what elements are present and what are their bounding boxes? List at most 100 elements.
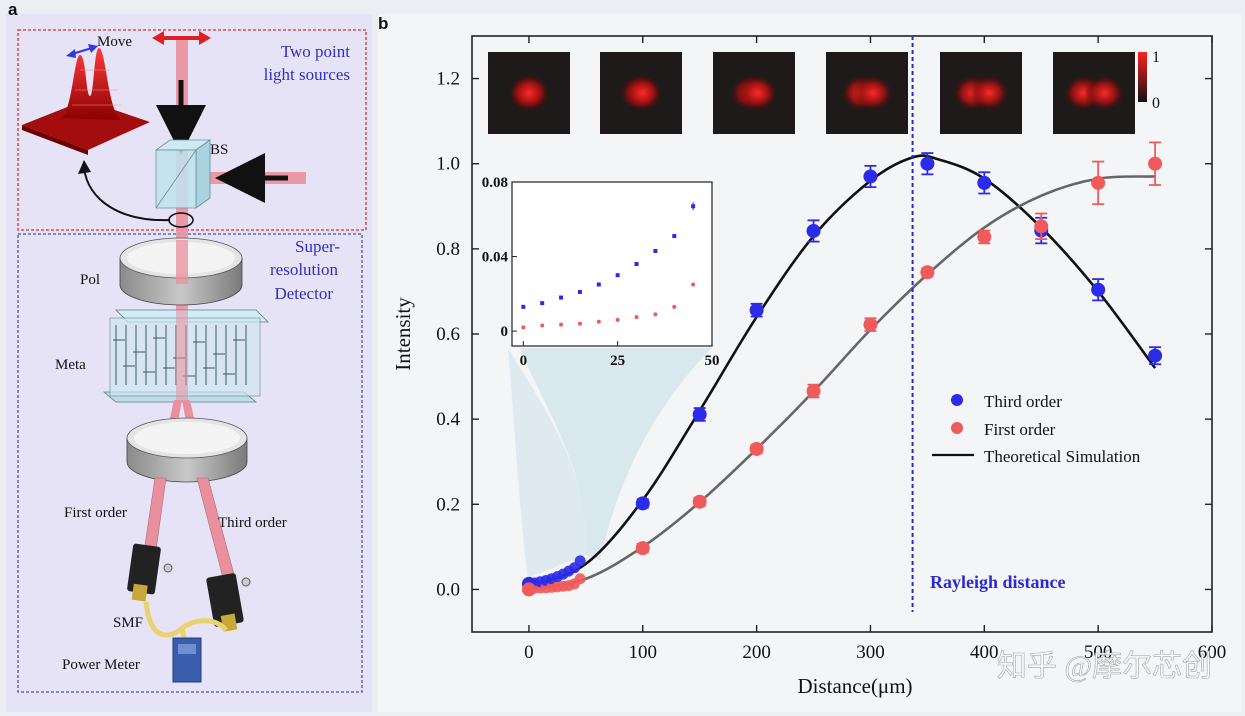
y-tick-label: 0.8 xyxy=(436,239,460,260)
first-order-point-near xyxy=(574,573,586,585)
x-tick-label: 400 xyxy=(970,642,999,663)
legend: Third order First order Theoretical Simu… xyxy=(932,392,1141,466)
legend-first-label: First order xyxy=(984,420,1056,439)
third-order-point xyxy=(635,496,650,511)
detector-label-1: Super- xyxy=(295,237,340,256)
inset-third-point xyxy=(672,234,677,239)
inset-y-tick-label: 0.08 xyxy=(482,175,508,191)
legend-first-marker xyxy=(951,422,963,434)
psf-thumbnail xyxy=(488,52,570,134)
inset-x-tick-label: 25 xyxy=(610,353,625,369)
inset-first-point xyxy=(521,325,526,330)
psf-spot xyxy=(1084,75,1125,111)
third-order-point xyxy=(1148,348,1163,363)
inset-third-point xyxy=(577,289,582,294)
legend-third-label: Third order xyxy=(984,392,1062,411)
colorbar-min: 0 xyxy=(1152,95,1160,112)
third-order-point xyxy=(806,223,821,238)
third-order-point xyxy=(920,156,935,171)
y-tick-label: 0.6 xyxy=(436,324,460,345)
beam-through-meta xyxy=(176,310,188,402)
psf-spot xyxy=(969,75,1010,111)
x-tick-label: 200 xyxy=(742,642,771,663)
polarizer-2 xyxy=(126,417,248,483)
y-tick-label: 1.2 xyxy=(436,69,460,90)
psf-spot xyxy=(509,75,549,111)
x-tick-label: 0 xyxy=(524,642,534,663)
sources-box xyxy=(17,29,367,231)
inset-zoom-cone xyxy=(508,348,586,578)
legend-third-marker xyxy=(951,394,963,406)
first-order-point xyxy=(1091,175,1106,190)
inset-first-point xyxy=(615,317,620,322)
psf-thumbnail xyxy=(826,52,908,134)
beam-through-pol xyxy=(176,240,188,284)
first-order-label: First order xyxy=(64,505,127,521)
inset-x-tick-label: 50 xyxy=(705,353,720,369)
return-arrow-line xyxy=(83,167,171,222)
inset-x-tick-label: 0 xyxy=(520,353,528,369)
x-axis-title: Distance(μm) xyxy=(797,674,912,698)
inset-plot: 0 25 50 0 0.04 0.08 xyxy=(482,175,720,369)
x-tick-label: 600 xyxy=(1198,642,1227,663)
third-order-label: Third order xyxy=(218,515,287,531)
inset-frame xyxy=(511,181,713,347)
y-tick-label: 0.2 xyxy=(436,494,460,515)
colorbar-max: 1 xyxy=(1152,49,1160,66)
first-order-point xyxy=(1034,219,1049,234)
psf-thumbnails xyxy=(488,52,1135,134)
psf-thumbnail xyxy=(713,52,795,134)
inset-first-point xyxy=(672,304,677,309)
inset-third-point xyxy=(615,273,620,278)
axes: 0 1 0 0 200 300 400 500 600 0.0 0.2 0.4 0.6 0.8 1.0 1.2 xyxy=(436,36,1226,663)
data-points xyxy=(521,141,1163,597)
detector-box xyxy=(17,233,363,693)
y-tick-label: 0.0 xyxy=(436,579,460,600)
x-tick-label: 300 xyxy=(856,642,885,663)
sources-label-2: light sources xyxy=(264,65,350,84)
inset-y-tick-label: 0.04 xyxy=(482,250,509,266)
inset-zoom-cone-2 xyxy=(520,348,712,560)
inset-first-point xyxy=(559,322,564,327)
first-order-point xyxy=(635,541,650,556)
psf-thumbnail xyxy=(600,52,682,134)
first-order-point xyxy=(920,265,935,280)
separation-arrow-icon xyxy=(66,44,98,58)
psf-spot xyxy=(737,75,778,111)
return-arrow-icon xyxy=(78,160,91,174)
pol-label: Pol xyxy=(80,272,100,288)
meta-label: Meta xyxy=(55,357,86,373)
y-tick-label: 0.4 xyxy=(436,409,460,430)
inset-third-point xyxy=(540,301,545,306)
third-order-point-near xyxy=(574,555,586,567)
inset-first-point xyxy=(540,323,545,328)
inset-first-point xyxy=(653,312,658,317)
third-order-point xyxy=(1091,282,1106,297)
y-tick-label: 1.0 xyxy=(436,154,460,175)
bs-label: BS xyxy=(210,142,228,158)
sample-ellipse xyxy=(168,212,194,228)
beam-splitter xyxy=(154,139,212,209)
detector-label-3: Detector xyxy=(274,284,333,303)
first-order-point xyxy=(749,441,764,456)
inset-third-point xyxy=(521,304,526,309)
first-order-point xyxy=(806,384,821,399)
inset-first-point xyxy=(634,315,639,320)
first-order-point xyxy=(863,317,878,332)
third-order-point xyxy=(749,303,764,318)
inset-third-point xyxy=(559,295,564,300)
inset-third-point xyxy=(634,262,639,266)
inset-first-point xyxy=(577,321,582,326)
coupler-first-icon xyxy=(127,543,173,602)
first-order-point xyxy=(692,494,707,509)
inset-first-point xyxy=(596,319,601,324)
legend-sim-label: Theoretical Simulation xyxy=(984,447,1141,466)
x-tick-label: 500 xyxy=(1084,642,1113,663)
psf-spot xyxy=(853,75,894,111)
third-order-point xyxy=(977,175,992,190)
panel-a-letter: a xyxy=(8,0,18,19)
rayleigh-label: Rayleigh distance xyxy=(930,572,1066,592)
first-order-point xyxy=(977,229,992,244)
